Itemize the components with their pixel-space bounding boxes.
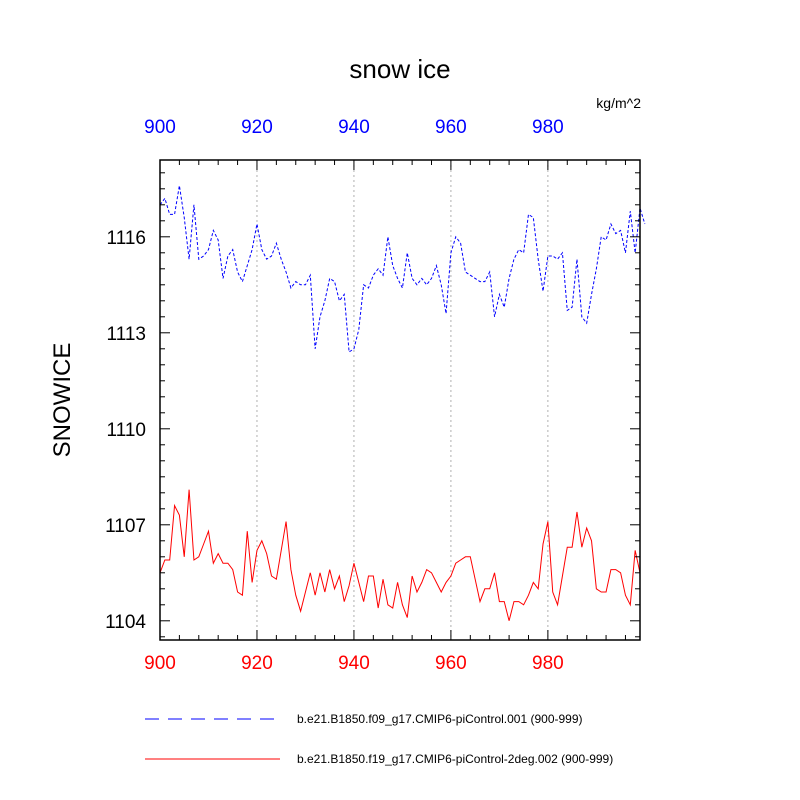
- gridlines: [256, 160, 549, 640]
- x-tick-label-top: 900: [144, 117, 176, 138]
- x-tick-label-bottom: 960: [435, 653, 467, 674]
- y-tick-label: 1110: [107, 420, 146, 441]
- legend: b.e21.B1850.f09_g17.CMIP6-piControl.001 …: [145, 712, 613, 766]
- x-tick-label-bottom: 980: [532, 653, 564, 674]
- x-tick-label-bottom: 920: [241, 653, 273, 674]
- x-tick-label-top: 960: [435, 117, 467, 138]
- x-tick-label-top: 920: [241, 117, 273, 138]
- plot-series: [159, 185, 646, 621]
- units-label: kg/m^2: [596, 95, 641, 111]
- x-tick-label-bottom: 940: [338, 653, 370, 674]
- y-axis-label: SNOWICE: [49, 343, 76, 458]
- y-tick-label: 1113: [107, 324, 146, 345]
- chart-title: snow ice: [349, 54, 450, 84]
- y-tick-label: 1104: [105, 612, 146, 633]
- series-line-1: [159, 185, 646, 353]
- axes: 900 900 920 920 940 940 960 960 980 980 1104 1107 11…: [105, 117, 640, 674]
- x-tick-label-top: 940: [338, 117, 370, 138]
- legend-label-1: b.e21.B1850.f09_g17.CMIP6-piControl.001 …: [297, 712, 583, 726]
- x-tick-label-top: 980: [532, 117, 564, 138]
- y-tick-label: 1107: [105, 516, 146, 537]
- plot-frame: [159, 159, 641, 641]
- legend-label-2: b.e21.B1850.f19_g17.CMIP6-piControl-2deg…: [297, 752, 613, 766]
- series-line-2: [159, 489, 641, 621]
- y-tick-label: 1116: [107, 228, 146, 249]
- x-tick-label-bottom: 900: [144, 653, 176, 674]
